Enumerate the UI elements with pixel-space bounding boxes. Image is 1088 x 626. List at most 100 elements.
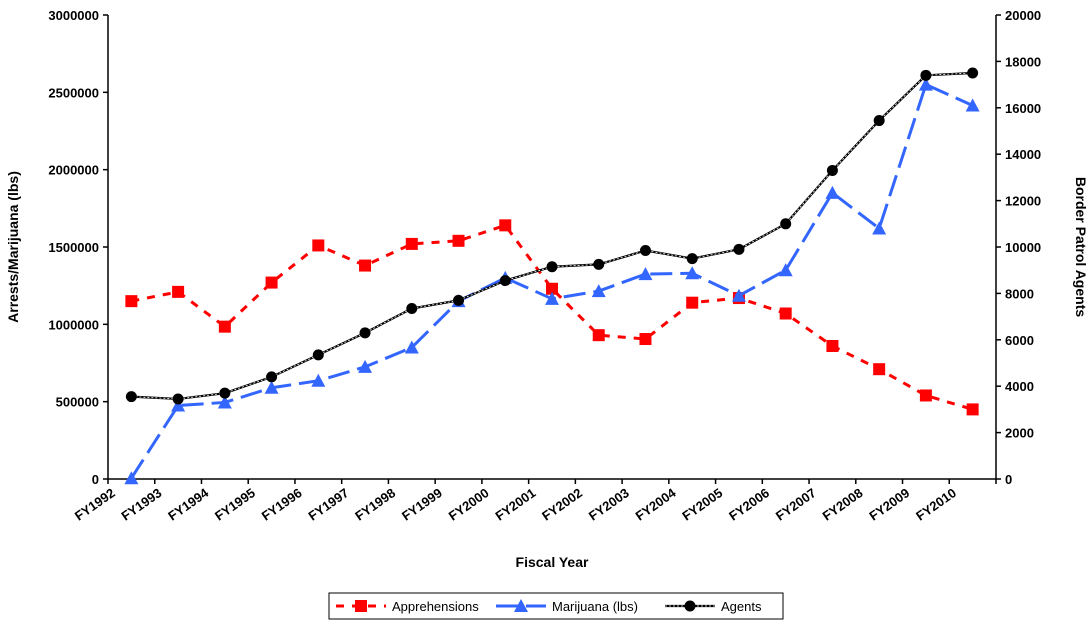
y2-tick-label: 4000 (1005, 379, 1034, 394)
agents-point (312, 349, 324, 361)
apprehensions-point (966, 403, 979, 416)
y2-tick-label: 18000 (1005, 54, 1041, 69)
apprehensions-point (919, 389, 932, 402)
marijuana-lbs-point (311, 373, 326, 387)
y2-tick-label: 0 (1005, 472, 1012, 487)
y-tick-label: 2000000 (48, 163, 99, 178)
series-apprehensions (125, 219, 979, 416)
y2-tick-label: 10000 (1005, 240, 1041, 255)
apprehensions-point (172, 285, 185, 298)
agents-point (780, 218, 792, 230)
apprehensions-point (546, 282, 558, 295)
x-tick-label: FY2003 (586, 485, 632, 523)
legend-marijuana-lbs-point (514, 599, 528, 612)
x-tick-label: FY2009 (866, 485, 912, 523)
agents-point (920, 69, 932, 81)
y-tick-label: 500000 (56, 395, 99, 410)
y2-tick-label: 12000 (1005, 194, 1041, 209)
x-tick-label: FY1992 (72, 485, 118, 523)
agents-point (453, 294, 465, 306)
y2-tick-label: 20000 (1005, 8, 1041, 23)
agents-point (219, 387, 231, 399)
marijuana-lbs-point (872, 221, 887, 235)
y-tick-label: 2500000 (48, 85, 99, 100)
marijuana-lbs-point (638, 267, 653, 281)
agents-point (172, 393, 184, 405)
series-layer (124, 67, 980, 485)
x-tick-label: FY2001 (492, 485, 538, 523)
agents-point (686, 253, 698, 265)
apprehensions-point (405, 237, 418, 250)
marijuana-lbs-point (918, 77, 933, 91)
x-tick-label: FY2008 (820, 485, 866, 523)
x-tick-label: FY1999 (399, 485, 445, 523)
apprehensions-point (592, 329, 605, 342)
marijuana-lbs-point (825, 185, 840, 199)
legend-item-agents: Agents (665, 599, 762, 614)
y-axis-ticks: 0 500000 1000000 1500000 2000000 2500000 30000… (48, 8, 108, 487)
apprehensions-point (779, 307, 792, 320)
x-axis-title: Fiscal Year (516, 554, 589, 570)
x-tick-label: FY1998 (352, 485, 398, 523)
legend-label: Marijuana (lbs) (552, 599, 638, 614)
apprehensions-point (452, 234, 465, 247)
legend-item-apprehensions: Apprehensions (336, 599, 479, 614)
x-tick-label: FY2002 (539, 485, 585, 523)
y2-axis-title: Border Patrol Agents (1073, 177, 1088, 317)
agents-point (733, 243, 745, 255)
x-tick-label: FY2005 (679, 485, 725, 523)
apprehensions-point (826, 339, 839, 352)
marijuana-lbs-point (685, 266, 700, 280)
agents-point (125, 391, 137, 403)
apprehensions-point (686, 296, 699, 309)
legend-agents-point (684, 600, 696, 612)
marijuana-lbs-point (171, 398, 186, 412)
legend-item-marijuana-lbs: Marijuana (lbs) (496, 599, 638, 614)
agents-point (967, 67, 979, 79)
y2-tick-label: 6000 (1005, 333, 1034, 348)
marijuana-lbs-point (545, 291, 559, 305)
apprehensions-point (265, 276, 278, 289)
apprehensions-point (125, 295, 138, 308)
marijuana-lbs-point (404, 340, 419, 354)
legend-label: Agents (721, 599, 762, 614)
x-tick-label: FY2004 (633, 485, 680, 524)
x-tick-label: FY2000 (446, 485, 492, 523)
legend-apprehensions-point (355, 600, 367, 612)
x-tick-label: FY1994 (165, 485, 212, 524)
apprehensions-point (499, 219, 512, 232)
x-axis-ticks: FY1992 FY1993 FY1994 FY1995 FY1996 FY1997 FY19… (72, 479, 997, 524)
y-axis-title: Arrests/Marijuana (lbs) (5, 171, 21, 323)
y2-tick-label: 14000 (1005, 147, 1041, 162)
y2-axis-ticks: 0 2000 4000 6000 8000 10000 12000 14000 16000 180… (996, 8, 1041, 487)
plot-area (108, 15, 996, 479)
y2-tick-label: 2000 (1005, 426, 1034, 441)
y-tick-label: 0 (92, 472, 99, 487)
x-tick-label: FY2006 (726, 485, 772, 523)
agents-point (873, 115, 885, 127)
apprehensions-point (312, 239, 325, 252)
marijuana-lbs-point (731, 288, 746, 302)
series-agents (125, 67, 979, 405)
marijuana-lbs-point (217, 395, 232, 409)
agents-point (266, 371, 278, 383)
y-tick-label: 3000000 (48, 8, 99, 23)
agents-point (499, 275, 511, 287)
marijuana-lbs-point (358, 359, 373, 373)
x-tick-label: FY2007 (773, 485, 819, 523)
y-tick-label: 1000000 (48, 317, 99, 332)
apprehensions-point (218, 320, 231, 333)
x-tick-label: FY1997 (305, 485, 351, 523)
apprehensions-point (639, 333, 652, 346)
agents-point (406, 302, 418, 314)
agents-point (359, 327, 371, 339)
series-marijuana-lbs (124, 77, 980, 485)
agents-point (593, 258, 605, 270)
marijuana-lbs-point (965, 98, 980, 112)
y2-tick-label: 16000 (1005, 101, 1041, 116)
marijuana-lbs-point (264, 380, 279, 394)
agents-point (826, 164, 838, 176)
y-tick-label: 1500000 (48, 240, 99, 255)
apprehensions-point (359, 259, 372, 272)
